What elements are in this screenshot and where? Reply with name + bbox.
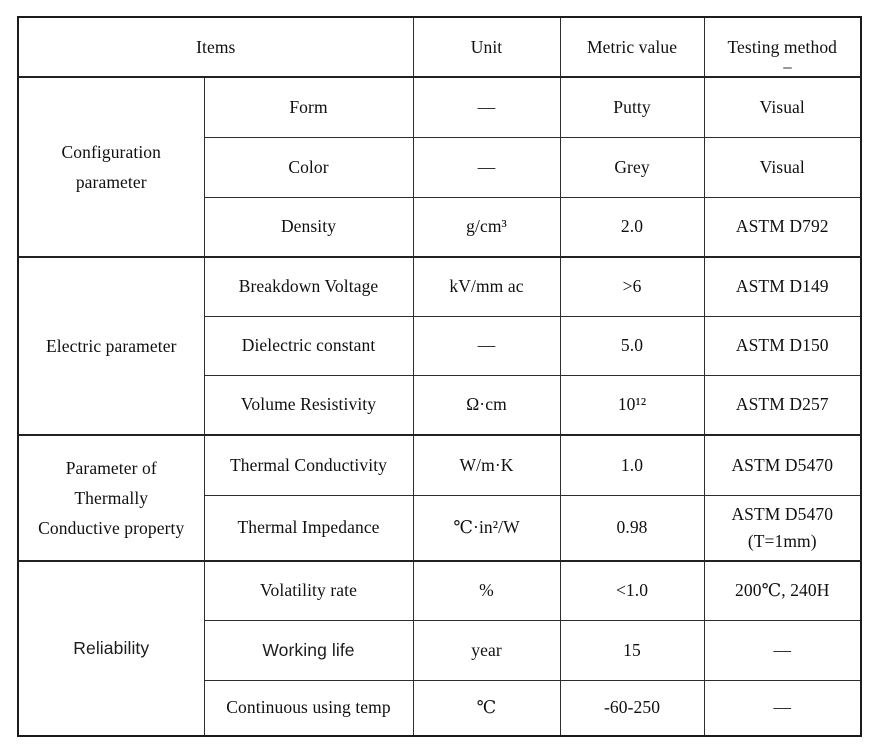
- table-row: Color — Grey Visual: [18, 136, 862, 198]
- table-row: Configuration parameter Form — Putty Vis…: [17, 76, 862, 258]
- item-cell: Form: [203, 76, 414, 138]
- table-row: Thermal Impedance ℃·in²/W 0.98 ASTM D547…: [18, 494, 862, 562]
- method-cell: 200℃, 240H: [703, 560, 862, 621]
- table-row: Parameter of Thermally Conductive proper…: [17, 434, 862, 562]
- col-header-metric-value: Metric value: [559, 16, 705, 78]
- item-cell: Thermal Impedance: [203, 494, 414, 562]
- smudge-artifact: [783, 67, 792, 69]
- method-cell: ASTM D257: [703, 374, 862, 436]
- spec-table: Items Unit Metric value Testing method C…: [17, 16, 863, 737]
- category-cell-electric-parameter: Electric parameter: [17, 256, 205, 436]
- col-header-items: Items: [17, 16, 414, 78]
- value-cell: 15: [559, 619, 705, 681]
- table-row: Volume Resistivity Ω·cm 10¹² ASTM D257: [18, 374, 862, 436]
- unit-cell: g/cm³: [412, 196, 561, 258]
- value-cell: Grey: [559, 136, 705, 198]
- item-cell: Dielectric constant: [203, 315, 414, 376]
- unit-cell: —: [412, 76, 561, 138]
- category-cell-thermal-parameter: Parameter of Thermally Conductive proper…: [17, 434, 205, 562]
- item-cell: Volatility rate: [203, 560, 414, 621]
- method-cell: Visual: [703, 76, 862, 138]
- method-cell: ASTM D792: [703, 196, 862, 258]
- value-cell: 5.0: [559, 315, 705, 376]
- category-cell-configuration-parameter: Configuration parameter: [17, 76, 205, 258]
- item-cell: Breakdown Voltage: [203, 256, 414, 317]
- table-row: Dielectric constant — 5.0 ASTM D150: [18, 315, 862, 376]
- unit-cell: year: [412, 619, 561, 681]
- header-row: Items Unit Metric value Testing method: [17, 16, 862, 78]
- method-cell: ASTM D150: [703, 315, 862, 376]
- value-cell: 2.0: [559, 196, 705, 258]
- value-cell: 10¹²: [559, 374, 705, 436]
- method-cell: —: [703, 619, 862, 681]
- method-cell: —: [703, 679, 862, 737]
- unit-cell: Ω·cm: [412, 374, 561, 436]
- table-row: Electric parameter Breakdown Voltage kV/…: [17, 256, 862, 436]
- unit-cell: ℃: [412, 679, 561, 737]
- unit-cell: ℃·in²/W: [412, 494, 561, 562]
- table-row: Continuous using temp ℃ -60-250 —: [18, 679, 862, 737]
- item-cell: Volume Resistivity: [203, 374, 414, 436]
- item-cell: Density: [203, 196, 414, 258]
- value-cell: >6: [559, 256, 705, 317]
- table-row: Density g/cm³ 2.0 ASTM D792: [18, 196, 862, 258]
- unit-cell: W/m·K: [412, 434, 561, 496]
- item-cell: Color: [203, 136, 414, 198]
- value-cell: -60-250: [559, 679, 705, 737]
- table-row: Reliability Volatility rate % <1.0 200℃,…: [17, 560, 862, 737]
- method-cell: ASTM D5470 (T=1mm): [703, 494, 862, 562]
- method-cell: ASTM D5470: [703, 434, 862, 496]
- unit-cell: —: [412, 315, 561, 376]
- item-cell: Thermal Conductivity: [203, 434, 414, 496]
- item-cell: Continuous using temp: [203, 679, 414, 737]
- value-cell: 0.98: [559, 494, 705, 562]
- unit-cell: %: [412, 560, 561, 621]
- col-header-testing-method: Testing method: [703, 16, 862, 78]
- value-cell: <1.0: [559, 560, 705, 621]
- method-cell: Visual: [703, 136, 862, 198]
- item-cell: Working life: [203, 619, 414, 681]
- category-cell-reliability: Reliability: [17, 560, 205, 737]
- unit-cell: —: [412, 136, 561, 198]
- value-cell: Putty: [559, 76, 705, 138]
- unit-cell: kV/mm ac: [412, 256, 561, 317]
- method-cell: ASTM D149: [703, 256, 862, 317]
- value-cell: 1.0: [559, 434, 705, 496]
- col-header-unit: Unit: [412, 16, 561, 78]
